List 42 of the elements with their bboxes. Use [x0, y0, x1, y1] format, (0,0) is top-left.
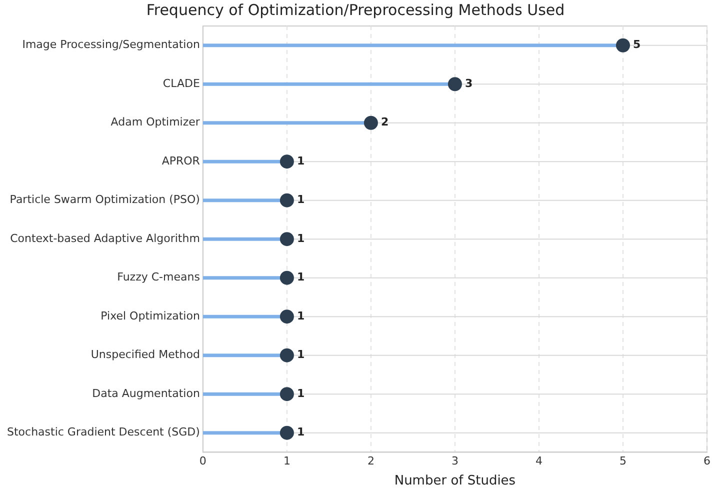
- x-tick-label: 0: [199, 454, 206, 468]
- y-tick-label: Image Processing/Segmentation: [22, 38, 200, 52]
- x-tick-label: 5: [619, 454, 626, 468]
- data-label: 1: [296, 270, 305, 284]
- x-axis-title: Number of Studies: [394, 474, 516, 489]
- y-tick-label: Adam Optimizer: [110, 116, 200, 129]
- point: [280, 310, 294, 324]
- data-label: 1: [296, 193, 305, 206]
- data-label: 3: [464, 76, 473, 90]
- point: [280, 348, 294, 362]
- data-label: 1: [296, 426, 305, 439]
- y-tick-label: Particle Swarm Optimization (PSO): [10, 193, 200, 206]
- data-label: 1: [296, 154, 305, 168]
- data-label: 1: [296, 386, 305, 400]
- x-tick-label: 4: [535, 454, 542, 468]
- data-label: 1: [296, 309, 305, 322]
- point: [280, 426, 294, 440]
- point: [280, 154, 294, 169]
- y-tick-label: Context-based Adaptive Algorithm: [10, 232, 200, 245]
- x-tick-label: 6: [704, 454, 710, 468]
- y-tick-label: CLADE: [162, 76, 200, 90]
- data-label: 1: [296, 348, 305, 362]
- point: [280, 232, 294, 246]
- y-tick-label: Pixel Optimization: [100, 309, 200, 322]
- x-tick-label: 2: [367, 454, 374, 468]
- x-tick-label: 3: [451, 454, 458, 468]
- x-tick-label: 1: [283, 454, 290, 468]
- y-tick-label: APROR: [162, 154, 200, 168]
- data-label: 1: [296, 232, 305, 245]
- data-label: 2: [380, 116, 389, 129]
- y-tick-label: Data Augmentation: [92, 386, 200, 400]
- y-tick-label: Unspecified Method: [90, 348, 200, 362]
- chart-title: Frequency of Optimization/Preprocessing Methods Used: [146, 0, 565, 19]
- y-tick-label: Stochastic Gradient Descent (SGD): [6, 426, 200, 439]
- data-label: 5: [632, 38, 641, 52]
- point: [616, 38, 630, 52]
- y-tick-label: Fuzzy C-means: [117, 270, 200, 284]
- point: [364, 116, 378, 130]
- point: [280, 193, 294, 208]
- point: [280, 387, 294, 402]
- point: [448, 77, 462, 92]
- point: [280, 270, 294, 285]
